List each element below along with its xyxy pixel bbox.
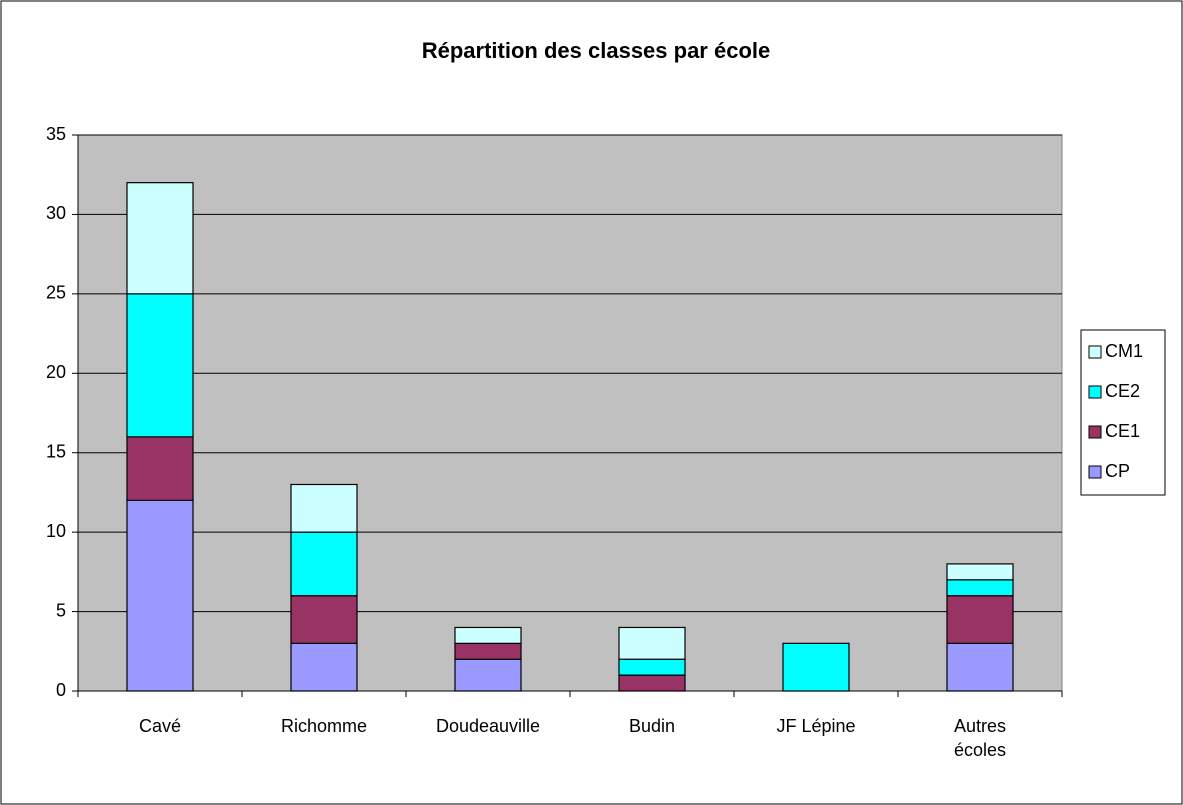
x-tick-label: Autres écoles: [953, 716, 1007, 760]
y-tick-label: 35: [46, 124, 66, 144]
legend-swatch: [1088, 465, 1102, 479]
y-tick-label: 20: [46, 362, 66, 382]
legend-label: CE1: [1105, 421, 1140, 441]
bar-segment: [126, 499, 194, 692]
legend-swatch: [1088, 385, 1102, 399]
y-tick-label: 10: [46, 521, 66, 541]
x-tick-label: Budin: [628, 716, 676, 736]
y-tick-label: 15: [46, 441, 66, 461]
bar-segment: [782, 642, 850, 692]
bar-segment: [946, 579, 1014, 597]
legend-label: CM1: [1105, 341, 1143, 361]
bar-segment: [618, 674, 686, 692]
y-tick-label: 0: [56, 680, 66, 700]
bar-segment: [946, 595, 1014, 644]
bar-segment: [946, 563, 1014, 581]
bar-segment: [454, 626, 522, 644]
bar-segment: [618, 658, 686, 676]
bar-segment: [290, 642, 358, 692]
bar-segment: [290, 595, 358, 644]
bar-segment: [618, 626, 686, 660]
legend-label: CP: [1105, 461, 1130, 481]
bar-segment: [290, 531, 358, 597]
x-tick-label: Cavé: [138, 716, 182, 736]
bar-segment: [290, 483, 358, 533]
x-tick-label: Doudeauville: [435, 716, 541, 736]
bar-segment: [126, 182, 194, 295]
x-tick-label: Richomme: [280, 716, 368, 736]
y-tick-label: 5: [56, 600, 66, 620]
bar-segment: [946, 642, 1014, 692]
legend-swatch: [1088, 425, 1102, 439]
legend-label: CE2: [1105, 381, 1140, 401]
chart-title: Répartition des classes par école: [422, 38, 771, 63]
plot-area: [77, 134, 1063, 692]
y-tick-label: 25: [46, 283, 66, 303]
bar-segment: [454, 642, 522, 660]
x-tick-label: JF Lépine: [776, 716, 856, 736]
bar-segment: [126, 436, 194, 501]
bar-segment: [454, 658, 522, 692]
bar-segment: [126, 293, 194, 438]
legend-swatch: [1088, 345, 1102, 359]
y-tick-label: 30: [46, 203, 66, 223]
